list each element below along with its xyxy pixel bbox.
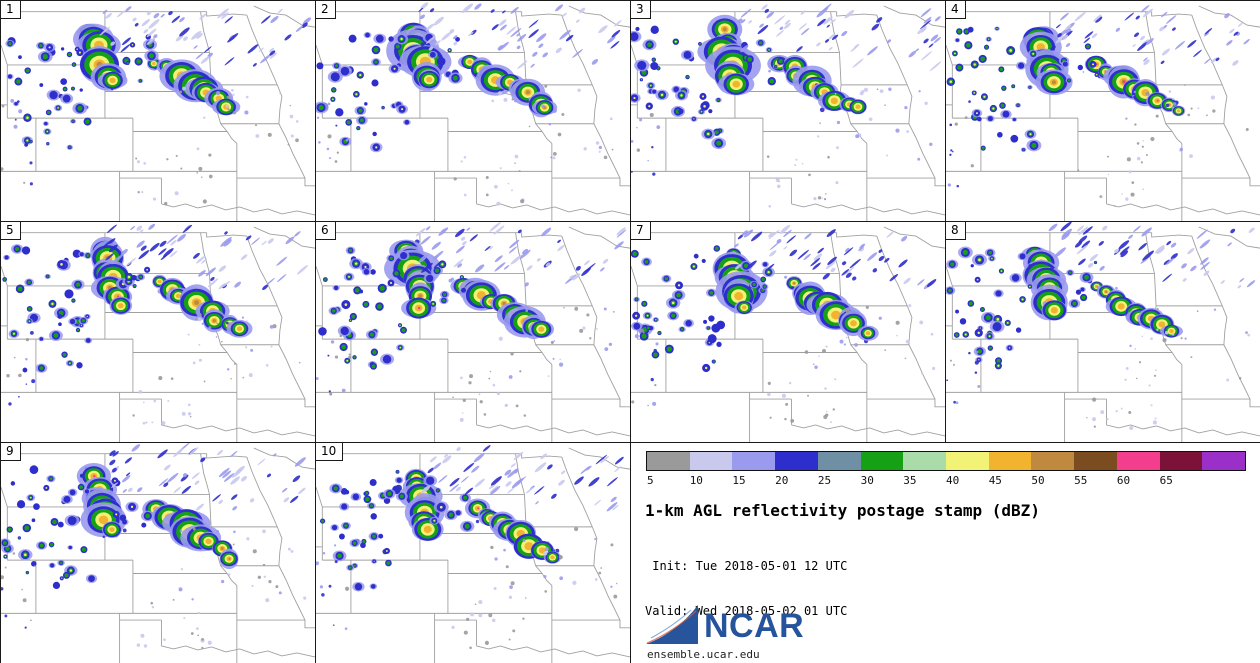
ncar-logo-icon bbox=[643, 601, 701, 652]
reflectivity-echoes bbox=[946, 4, 1250, 207]
legend-area: 5 10 15 20 25 30 35 40 45 50 55 60 65 1-km AGL refle… bbox=[631, 443, 1260, 663]
member-number-label: 4 bbox=[946, 1, 966, 19]
colorbar-tick: 5 bbox=[647, 474, 654, 487]
colorbar-segment bbox=[903, 452, 947, 470]
ensemble-member-panel: 9 bbox=[1, 443, 316, 663]
ensemble-member-panel: 7 bbox=[631, 222, 946, 443]
ensemble-member-panel: 6 bbox=[316, 222, 631, 443]
reflectivity-map bbox=[316, 2, 630, 221]
reflectivity-echoes bbox=[1, 6, 312, 206]
colorbar-segment bbox=[1159, 452, 1203, 470]
colorbar-tick: 55 bbox=[1074, 474, 1088, 487]
colorbar-segment bbox=[1031, 452, 1075, 470]
reflectivity-map bbox=[1, 223, 315, 442]
ensemble-member-panel: 1 bbox=[1, 1, 316, 222]
colorbar-tick-labels: 5 10 15 20 25 30 35 40 45 50 55 60 65 bbox=[646, 474, 1256, 488]
colorbar-segment bbox=[647, 452, 690, 470]
member-number-label: 1 bbox=[1, 1, 21, 19]
reflectivity-map bbox=[631, 3, 945, 221]
member-number-label: 8 bbox=[946, 222, 966, 240]
member-number-label: 3 bbox=[631, 1, 651, 19]
reflectivity-echoes bbox=[631, 224, 937, 424]
colorbar-segment bbox=[775, 452, 818, 470]
run-time-info: Init: Tue 2018-05-01 12 UTC Valid: Wed 2… bbox=[645, 529, 847, 649]
colorbar-tick: 65 bbox=[1159, 474, 1173, 487]
colorbar-segment bbox=[732, 452, 776, 470]
colorbar-segment bbox=[1074, 452, 1117, 470]
state-boundaries bbox=[946, 5, 1260, 221]
reflectivity-map bbox=[631, 224, 945, 442]
ensemble-member-panel: 10 bbox=[316, 443, 631, 663]
site-url-label: ensemble.ucar.edu bbox=[647, 648, 760, 661]
reflectivity-echoes bbox=[2, 223, 309, 426]
reflectivity-map bbox=[946, 4, 1260, 221]
colorbar-tick: 40 bbox=[946, 474, 960, 487]
reflectivity-map bbox=[1, 443, 315, 663]
colorbar-segment bbox=[946, 452, 989, 470]
colorbar-tick: 45 bbox=[988, 474, 1002, 487]
colorbar-tick: 15 bbox=[732, 474, 746, 487]
init-time-label: Init: Tue 2018-05-01 12 UTC bbox=[645, 559, 848, 573]
colorbar-segment bbox=[689, 452, 733, 470]
colorbar-segment bbox=[1116, 452, 1160, 470]
member-number-label: 7 bbox=[631, 222, 651, 240]
ensemble-member-panel: 4 bbox=[946, 1, 1260, 222]
member-number-label: 6 bbox=[316, 222, 336, 240]
ensemble-member-panel: 8 bbox=[946, 222, 1260, 443]
reflectivity-echoes bbox=[316, 222, 627, 422]
colorbar-tick: 60 bbox=[1116, 474, 1131, 487]
reflectivity-echoes bbox=[316, 2, 622, 206]
reflectivity-echoes bbox=[1, 443, 307, 649]
colorbar-segment bbox=[988, 452, 1032, 470]
colorbar-tick: 50 bbox=[1031, 474, 1045, 487]
member-number-label: 2 bbox=[316, 1, 336, 19]
reflectivity-map bbox=[316, 222, 630, 442]
member-number-label: 9 bbox=[1, 443, 21, 461]
member-number-label: 5 bbox=[1, 222, 21, 240]
colorbar-segment bbox=[817, 452, 861, 470]
ensemble-member-panel: 2 bbox=[316, 1, 631, 222]
reflectivity-echoes bbox=[946, 222, 1256, 431]
colorbar-segment bbox=[860, 452, 904, 470]
reflectivity-map bbox=[946, 222, 1260, 442]
member-number-label: 10 bbox=[316, 443, 344, 461]
reflectivity-map bbox=[1, 5, 315, 221]
ensemble-member-panel: 5 bbox=[1, 222, 316, 443]
reflectivity-colorbar bbox=[646, 451, 1246, 471]
valid-time-label: Valid: Wed 2018-05-02 01 UTC bbox=[645, 604, 848, 618]
state-boundaries bbox=[316, 447, 630, 663]
ensemble-member-panel: 3 bbox=[631, 1, 946, 222]
state-boundaries bbox=[316, 226, 630, 442]
colorbar-tick: 10 bbox=[689, 474, 703, 487]
reflectivity-echoes bbox=[316, 445, 624, 650]
figure-title: 1-km AGL reflectivity postage stamp (dBZ… bbox=[645, 501, 1040, 520]
colorbar-tick: 25 bbox=[817, 474, 832, 487]
ncar-wordmark: NCAR bbox=[704, 607, 805, 645]
colorbar-tick: 20 bbox=[775, 474, 789, 487]
colorbar-tick: 30 bbox=[860, 474, 874, 487]
state-boundaries bbox=[631, 226, 945, 442]
state-boundaries bbox=[1, 226, 315, 442]
ncar-branding: NCAR bbox=[643, 601, 804, 652]
reflectivity-map bbox=[316, 445, 630, 663]
state-boundaries bbox=[1, 5, 315, 221]
reflectivity-echoes bbox=[631, 3, 942, 208]
colorbar-tick: 35 bbox=[903, 474, 917, 487]
colorbar-segment bbox=[1202, 452, 1246, 470]
